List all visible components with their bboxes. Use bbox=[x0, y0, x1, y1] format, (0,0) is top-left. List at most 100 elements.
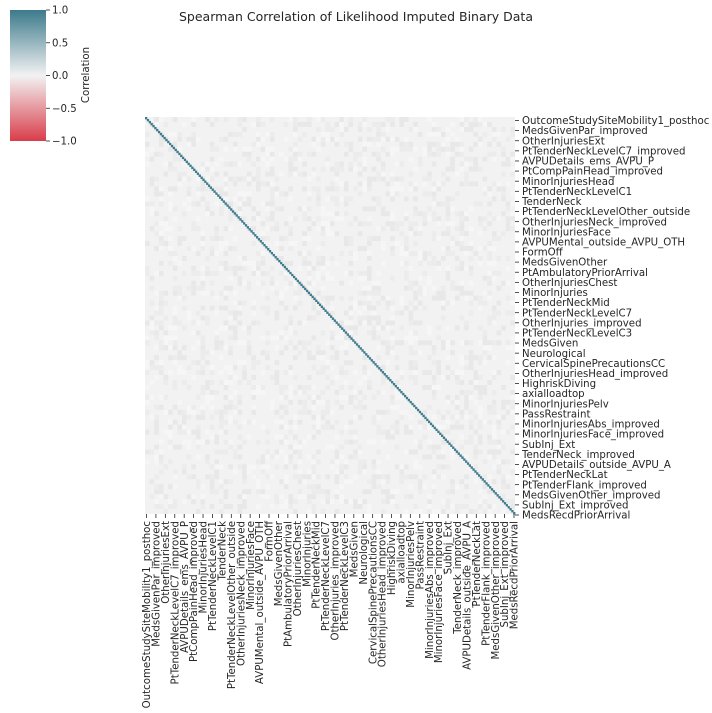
heatmap-cell bbox=[293, 474, 298, 480]
heatmap-cell bbox=[376, 345, 381, 351]
heatmap-cell bbox=[195, 320, 201, 326]
heatmap-cell bbox=[172, 419, 178, 425]
heatmap-cell bbox=[297, 265, 303, 271]
heatmap-cell bbox=[256, 389, 261, 395]
heatmap-cell bbox=[200, 409, 206, 415]
heatmap-cell bbox=[390, 384, 395, 390]
heatmap-cell bbox=[394, 424, 400, 430]
heatmap-diagonal-cell bbox=[263, 244, 266, 247]
heatmap-cell bbox=[325, 121, 331, 127]
heatmap-cell bbox=[182, 270, 187, 276]
heatmap-cell bbox=[339, 196, 344, 202]
heatmap-cell bbox=[482, 176, 488, 182]
heatmap-cell bbox=[473, 121, 479, 127]
heatmap-diagonal-cell bbox=[426, 418, 429, 422]
heatmap-cell bbox=[385, 479, 391, 485]
heatmap-cell bbox=[158, 370, 164, 376]
heatmap-cell bbox=[380, 131, 386, 137]
heatmap-cell bbox=[182, 429, 187, 435]
heatmap-cell bbox=[182, 414, 187, 420]
heatmap-diagonal-cell bbox=[198, 174, 201, 177]
heatmap-cell bbox=[293, 151, 298, 157]
heatmap-cell bbox=[311, 151, 317, 157]
heatmap-cell bbox=[431, 375, 437, 381]
heatmap-cell bbox=[436, 126, 442, 132]
heatmap-cell bbox=[186, 310, 192, 316]
heatmap-cell bbox=[357, 499, 363, 505]
heatmap-cell bbox=[172, 186, 178, 192]
heatmap-cell bbox=[205, 161, 210, 167]
heatmap-cell bbox=[214, 335, 220, 341]
heatmap-cell bbox=[404, 464, 409, 470]
heatmap-cell bbox=[431, 489, 437, 495]
heatmap-cell bbox=[343, 310, 349, 316]
heatmap-cell bbox=[353, 504, 358, 510]
heatmap-cell bbox=[195, 424, 201, 430]
heatmap-cell bbox=[283, 474, 289, 480]
heatmap-cell bbox=[228, 275, 233, 281]
heatmap-cell bbox=[478, 246, 483, 251]
heatmap-cell bbox=[510, 191, 516, 197]
heatmap-cell bbox=[357, 444, 363, 450]
heatmap-cell bbox=[436, 290, 442, 296]
heatmap-cell bbox=[330, 444, 335, 450]
heatmap-cell bbox=[491, 409, 497, 415]
heatmap-cell bbox=[441, 429, 446, 435]
heatmap-cell bbox=[482, 226, 488, 232]
heatmap-cell bbox=[209, 484, 215, 490]
heatmap-cell bbox=[163, 375, 169, 381]
heatmap-cell bbox=[237, 494, 243, 500]
heatmap-cell bbox=[367, 221, 372, 227]
heatmap-diagonal-cell bbox=[317, 301, 320, 304]
heatmap-diagonal-cell bbox=[154, 126, 157, 130]
heatmap-cell bbox=[232, 389, 238, 395]
heatmap-cell bbox=[145, 459, 150, 465]
heatmap-cell bbox=[288, 226, 294, 232]
heatmap-cell bbox=[260, 146, 266, 152]
heatmap-cell bbox=[357, 181, 363, 187]
heatmap-cell bbox=[302, 236, 307, 242]
heatmap-diagonal-cell bbox=[163, 136, 166, 140]
heatmap-cell bbox=[237, 196, 243, 202]
heatmap-cell bbox=[330, 499, 335, 505]
heatmap-diagonal-cell bbox=[213, 190, 216, 193]
heatmap-cell bbox=[209, 176, 215, 182]
heatmap-cell bbox=[482, 459, 488, 465]
heatmap-cell bbox=[473, 141, 479, 147]
heatmap-cell bbox=[348, 315, 354, 321]
heatmap-cell bbox=[427, 151, 432, 157]
heatmap-cell bbox=[478, 141, 483, 147]
heatmap-diagonal-cell bbox=[298, 281, 301, 285]
heatmap-diagonal-cell bbox=[466, 462, 470, 465]
heatmap-cell bbox=[482, 216, 488, 222]
heatmap-cell bbox=[445, 300, 451, 306]
heatmap-cell bbox=[302, 255, 307, 261]
row-label: CervicalSpinePrecautionsCC bbox=[522, 359, 665, 370]
heatmap-cell bbox=[288, 325, 294, 331]
heatmap-cell bbox=[330, 330, 335, 336]
heatmap-cell bbox=[348, 241, 354, 247]
heatmap-cell bbox=[209, 236, 215, 242]
heatmap-cell bbox=[191, 345, 196, 351]
heatmap-cell bbox=[200, 355, 206, 361]
heatmap-cell bbox=[260, 489, 266, 495]
heatmap-diagonal-cell bbox=[511, 510, 514, 513]
heatmap-cell bbox=[330, 221, 335, 227]
heatmap-cell bbox=[223, 479, 229, 485]
heatmap-cell bbox=[293, 509, 298, 514]
heatmap-cell bbox=[306, 151, 312, 157]
heatmap-cell bbox=[367, 236, 372, 242]
row-label: AVPUMental_outside_AVPU_OTH bbox=[522, 237, 685, 248]
heatmap-cell bbox=[177, 409, 183, 415]
heatmap-cell bbox=[283, 325, 289, 331]
heatmap-cell bbox=[297, 479, 303, 485]
heatmap-cell bbox=[302, 171, 307, 177]
heatmap-cell bbox=[195, 310, 201, 316]
heatmap-cell bbox=[168, 236, 173, 242]
heatmap-cell bbox=[362, 404, 368, 410]
heatmap-cell bbox=[478, 384, 483, 390]
heatmap-cell bbox=[283, 459, 289, 465]
heatmap-cell bbox=[445, 216, 451, 222]
heatmap-cell bbox=[441, 231, 446, 237]
heatmap-cell bbox=[510, 201, 516, 207]
